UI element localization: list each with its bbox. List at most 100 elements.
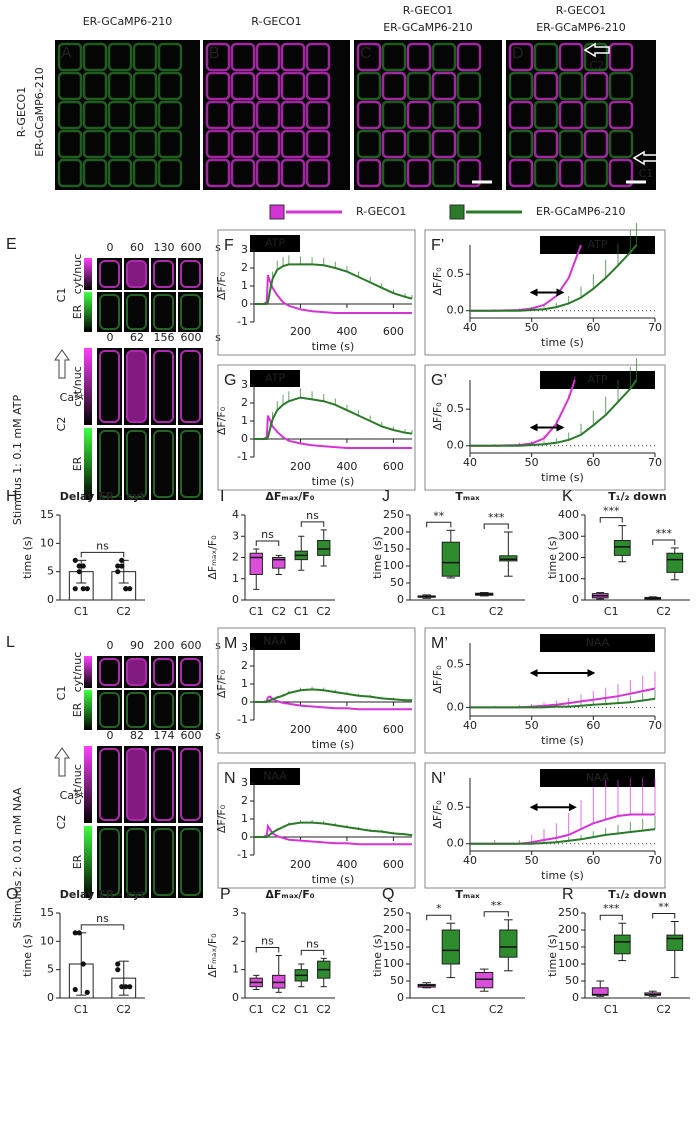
data-point: [76, 569, 82, 575]
cell-texture: [255, 158, 281, 188]
cell-texture: [305, 42, 331, 72]
cell-texture: [126, 692, 147, 728]
side-label: R-GECO1: [15, 87, 28, 137]
cell-texture: [82, 42, 108, 72]
image-caption: ER-GCaMP6-210: [536, 21, 626, 34]
ca-arrow: [54, 747, 70, 777]
box: [272, 557, 286, 569]
cell-texture: [180, 260, 201, 288]
y-tick-label: 1: [241, 279, 248, 292]
box: [317, 540, 331, 556]
y-tick-label: 1: [241, 414, 248, 427]
x-axis-label: time (s): [312, 475, 355, 488]
y-tick-label: 0.0: [447, 304, 465, 317]
channel-label: cyt/nuc: [71, 652, 84, 693]
y-axis-label: time (s): [371, 536, 384, 579]
time-label: 600: [181, 331, 202, 344]
cell-texture: [558, 158, 584, 188]
x-tick-label: C1: [294, 1003, 309, 1016]
x-tick-label: 70: [648, 456, 662, 469]
y-axis-label: ΔF/F₀: [215, 669, 228, 698]
panel-letter: D: [512, 45, 524, 62]
channel-label: cyt/nuc: [71, 764, 84, 805]
stimulus-box: [540, 371, 655, 389]
cell-texture: [153, 828, 174, 896]
data-point: [127, 984, 133, 990]
stimulus-box: [540, 634, 655, 652]
cell-image: [151, 746, 176, 823]
cell-texture: [132, 158, 158, 188]
channel-label: ER: [71, 702, 84, 717]
cell-texture: [305, 158, 331, 188]
cell-texture: [107, 100, 133, 130]
box: [499, 929, 518, 958]
series-line: [470, 687, 656, 709]
x-tick-label: 50: [525, 456, 539, 469]
cell-image: [97, 428, 122, 500]
significance-bracket: [80, 551, 125, 558]
cell-texture: [205, 42, 231, 72]
data-point: [76, 563, 82, 569]
cell-texture: [533, 158, 559, 188]
cell-texture: [583, 42, 609, 72]
y-tick-label: 1: [232, 963, 239, 976]
cell-texture: [280, 42, 306, 72]
cell-texture: [180, 658, 201, 686]
cell-image: [151, 690, 176, 730]
y-tick-label: 0: [47, 991, 54, 1004]
y-tick-label: 0.0: [447, 439, 465, 452]
panel-frame: [217, 229, 416, 356]
cell-marker-label: C2: [590, 59, 605, 72]
legend-swatch: [449, 204, 465, 220]
cell-texture: [456, 71, 482, 101]
significance-bracket: [300, 949, 325, 956]
cell-texture: [205, 71, 231, 101]
x-tick-label: 50: [525, 854, 539, 867]
cell-texture: [583, 158, 609, 188]
cell-texture: [126, 260, 147, 288]
cell-texture: [356, 100, 382, 130]
cell-texture: [180, 294, 201, 330]
y-tick-label: 0: [241, 432, 248, 445]
panel-letter: R: [562, 886, 574, 903]
cell-texture: [107, 129, 133, 159]
x-tick-label: C1: [604, 1003, 619, 1016]
chart-title: Tₘₐₓ: [455, 490, 480, 503]
ion-label: Ca²⁺: [60, 391, 85, 404]
cell-texture: [456, 129, 482, 159]
cell-texture: [205, 100, 231, 130]
lut-bar: [84, 348, 92, 425]
cell-texture: [126, 430, 147, 498]
y-tick-label: 3: [232, 529, 239, 542]
x-tick-label: C2: [656, 1003, 671, 1016]
chart-title: T₁/₂ down: [608, 490, 666, 503]
ca-arrow: [54, 349, 70, 379]
channel-label: cyt/nuc: [71, 366, 84, 407]
stimulus-box-label: ATP: [587, 238, 607, 251]
cell-texture: [508, 100, 534, 130]
cell-texture: [99, 350, 120, 423]
image-caption: ER-GCaMP6-210: [383, 21, 473, 34]
y-axis-label: ΔF/F₀: [215, 406, 228, 435]
cell-image: [124, 428, 149, 500]
cell-texture: [558, 100, 584, 130]
x-tick-label: C1: [431, 1003, 446, 1016]
significance-bracket: [599, 517, 623, 523]
time-label: 90: [130, 639, 144, 652]
data-point: [127, 586, 133, 592]
side-label: ER-GCaMP6-210: [33, 67, 46, 157]
cell-texture: [608, 71, 634, 101]
data-point: [115, 563, 121, 569]
series-line: [470, 828, 656, 845]
x-axis-label: time (s): [312, 340, 355, 353]
cell-texture: [356, 71, 382, 101]
y-tick-label: 400: [558, 508, 579, 521]
series-line: [254, 396, 413, 440]
cell-texture: [57, 129, 83, 159]
panel-letter: C: [360, 45, 372, 62]
micrograph: [203, 40, 350, 190]
significance-label: ns: [306, 509, 319, 522]
y-axis-label: ΔFₘₐₓ/F₀: [206, 933, 219, 978]
cell-texture: [508, 71, 534, 101]
chart-title: Tₘₐₓ: [455, 888, 480, 901]
